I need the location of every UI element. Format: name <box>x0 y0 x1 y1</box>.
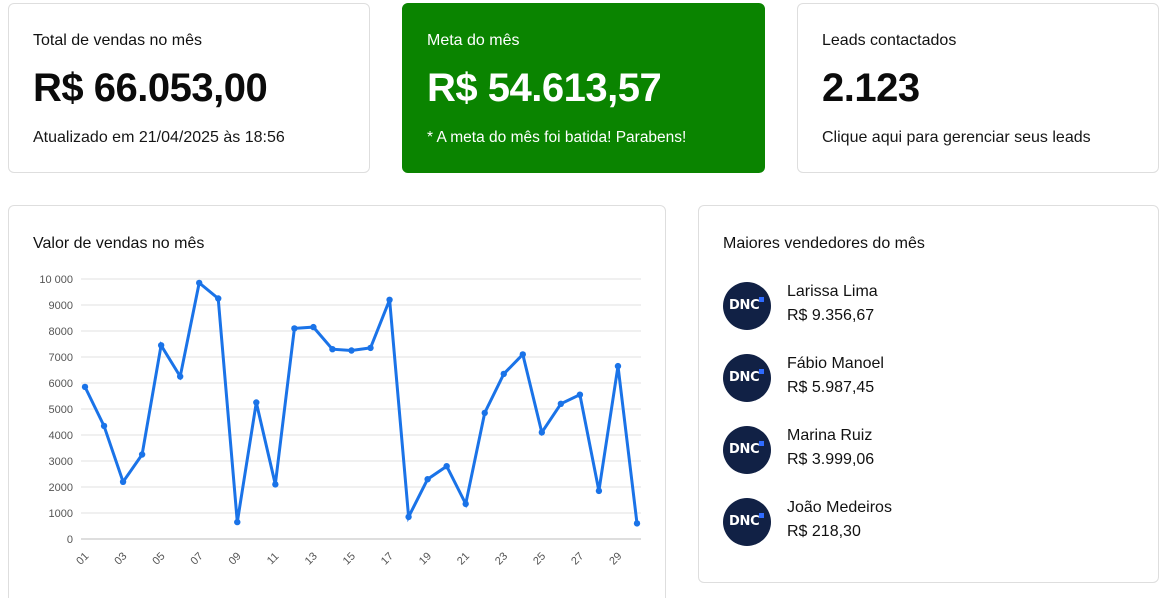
data-point <box>81 383 89 391</box>
data-point <box>386 296 393 303</box>
data-point <box>443 463 450 470</box>
x-tick-label: 29 <box>607 550 624 567</box>
sales-series-line <box>83 280 639 524</box>
manage-leads-link[interactable]: Clique aqui para gerenciar seus leads <box>822 129 1091 146</box>
leads-title: Leads contactados <box>822 32 957 49</box>
data-point <box>215 295 222 302</box>
y-tick-label: 9000 <box>49 300 73 312</box>
total-sales-updated: Atualizado em 21/04/2025 às 18:56 <box>33 129 285 146</box>
data-point <box>462 500 469 508</box>
chart-title: Valor de vendas no mês <box>33 235 205 252</box>
data-point <box>310 323 317 331</box>
data-point <box>405 513 412 521</box>
x-tick-label: 23 <box>493 550 510 567</box>
y-tick-label: 0 <box>67 534 73 546</box>
data-point <box>157 342 165 349</box>
seller-amount: R$ 3.999,06 <box>787 451 875 468</box>
monthly-goal-value: R$ 54.613,57 <box>427 66 662 110</box>
top-sellers-title: Maiores vendedores do mês <box>723 235 925 252</box>
data-point <box>329 346 336 353</box>
data-point <box>100 422 108 430</box>
x-tick-label: 11 <box>265 551 282 568</box>
avatar: DNC <box>723 282 771 330</box>
data-point <box>576 391 584 398</box>
seller-name: Larissa Lima <box>787 283 878 300</box>
seller-name: Marina Ruiz <box>787 427 873 444</box>
data-point <box>176 373 184 380</box>
y-tick-label: 8000 <box>49 326 73 338</box>
data-point <box>481 409 488 417</box>
monthly-goal-title: Meta do mês <box>427 32 520 49</box>
y-tick-label: 7000 <box>49 352 73 364</box>
seller-amount: R$ 9.356,67 <box>787 307 875 324</box>
x-tick-label: 19 <box>417 550 434 567</box>
y-tick-label: 6000 <box>49 378 73 390</box>
logo-mark-icon <box>759 369 764 374</box>
total-sales-title: Total de vendas no mês <box>33 32 202 49</box>
x-tick-label: 05 <box>150 550 167 567</box>
data-point <box>424 476 431 483</box>
dnc-logo: DNC <box>729 370 760 385</box>
avatar: DNC <box>723 426 771 474</box>
leads-value: 2.123 <box>822 66 920 110</box>
x-tick-label: 07 <box>189 550 206 567</box>
data-point <box>519 351 526 358</box>
data-point <box>538 429 546 436</box>
seller-amount: R$ 218,30 <box>787 523 861 540</box>
x-tick-label: 09 <box>227 550 244 567</box>
data-point <box>272 481 279 488</box>
x-tick-label: 21 <box>455 550 472 567</box>
logo-mark-icon <box>759 297 764 302</box>
sales-line-chart[interactable]: 0 1000 2000 3000 4000 5000 6000 7000 8000 9000 10 … <box>9 206 667 598</box>
data-point <box>119 478 127 485</box>
y-tick-label: 4000 <box>49 430 73 442</box>
data-point <box>557 400 565 407</box>
avatar: DNC <box>723 498 771 546</box>
data-point <box>138 451 146 458</box>
seller-name: João Medeiros <box>787 499 892 516</box>
data-point <box>614 362 622 370</box>
x-tick-label: 27 <box>569 550 586 567</box>
seller-item[interactable]: DNC Larissa Lima R$ 9.356,67 <box>723 282 1143 330</box>
leads-card[interactable]: Leads contactados 2.123 Clique aqui para… <box>797 3 1159 173</box>
y-tick-label: 5000 <box>49 404 73 416</box>
x-tick-label: 25 <box>531 550 548 567</box>
x-tick-label: 01 <box>74 550 91 567</box>
data-point <box>595 487 603 495</box>
data-point <box>196 279 203 287</box>
seller-item[interactable]: DNC João Medeiros R$ 218,30 <box>723 498 1143 546</box>
data-point <box>234 518 241 526</box>
dnc-logo: DNC <box>729 298 760 313</box>
top-sellers-card: Maiores vendedores do mês DNC Larissa Li… <box>698 205 1159 583</box>
sales-chart-card: Valor de vendas no mês 0 1000 2000 3000 4000… <box>8 205 666 598</box>
x-tick-label: 03 <box>112 550 129 567</box>
total-sales-value: R$ 66.053,00 <box>33 66 268 110</box>
data-point <box>367 344 374 352</box>
dnc-logo: DNC <box>729 442 760 457</box>
data-point <box>348 347 355 354</box>
data-point <box>291 325 298 332</box>
x-tick-label: 15 <box>341 550 358 567</box>
y-tick-label: 10 000 <box>39 274 73 286</box>
x-tick-label: 17 <box>379 550 396 567</box>
y-tick-label: 2000 <box>49 482 73 494</box>
monthly-goal-note: * A meta do mês foi batida! Parabens! <box>427 129 687 146</box>
logo-mark-icon <box>759 441 764 446</box>
seller-name: Fábio Manoel <box>787 355 884 372</box>
logo-mark-icon <box>759 513 764 518</box>
y-tick-label: 1000 <box>49 508 73 520</box>
data-point <box>253 399 260 406</box>
data-point <box>633 520 641 527</box>
dnc-logo: DNC <box>729 514 760 529</box>
monthly-goal-card: Meta do mês R$ 54.613,57 * A meta do mês… <box>402 3 765 173</box>
y-tick-label: 3000 <box>49 456 73 468</box>
total-sales-card: Total de vendas no mês R$ 66.053,00 Atua… <box>8 3 370 173</box>
data-point <box>500 370 507 378</box>
seller-item[interactable]: DNC Marina Ruiz R$ 3.999,06 <box>723 426 1143 474</box>
x-tick-label: 13 <box>303 550 320 567</box>
seller-amount: R$ 5.987,45 <box>787 379 875 396</box>
seller-item[interactable]: DNC Fábio Manoel R$ 5.987,45 <box>723 354 1143 402</box>
avatar: DNC <box>723 354 771 402</box>
